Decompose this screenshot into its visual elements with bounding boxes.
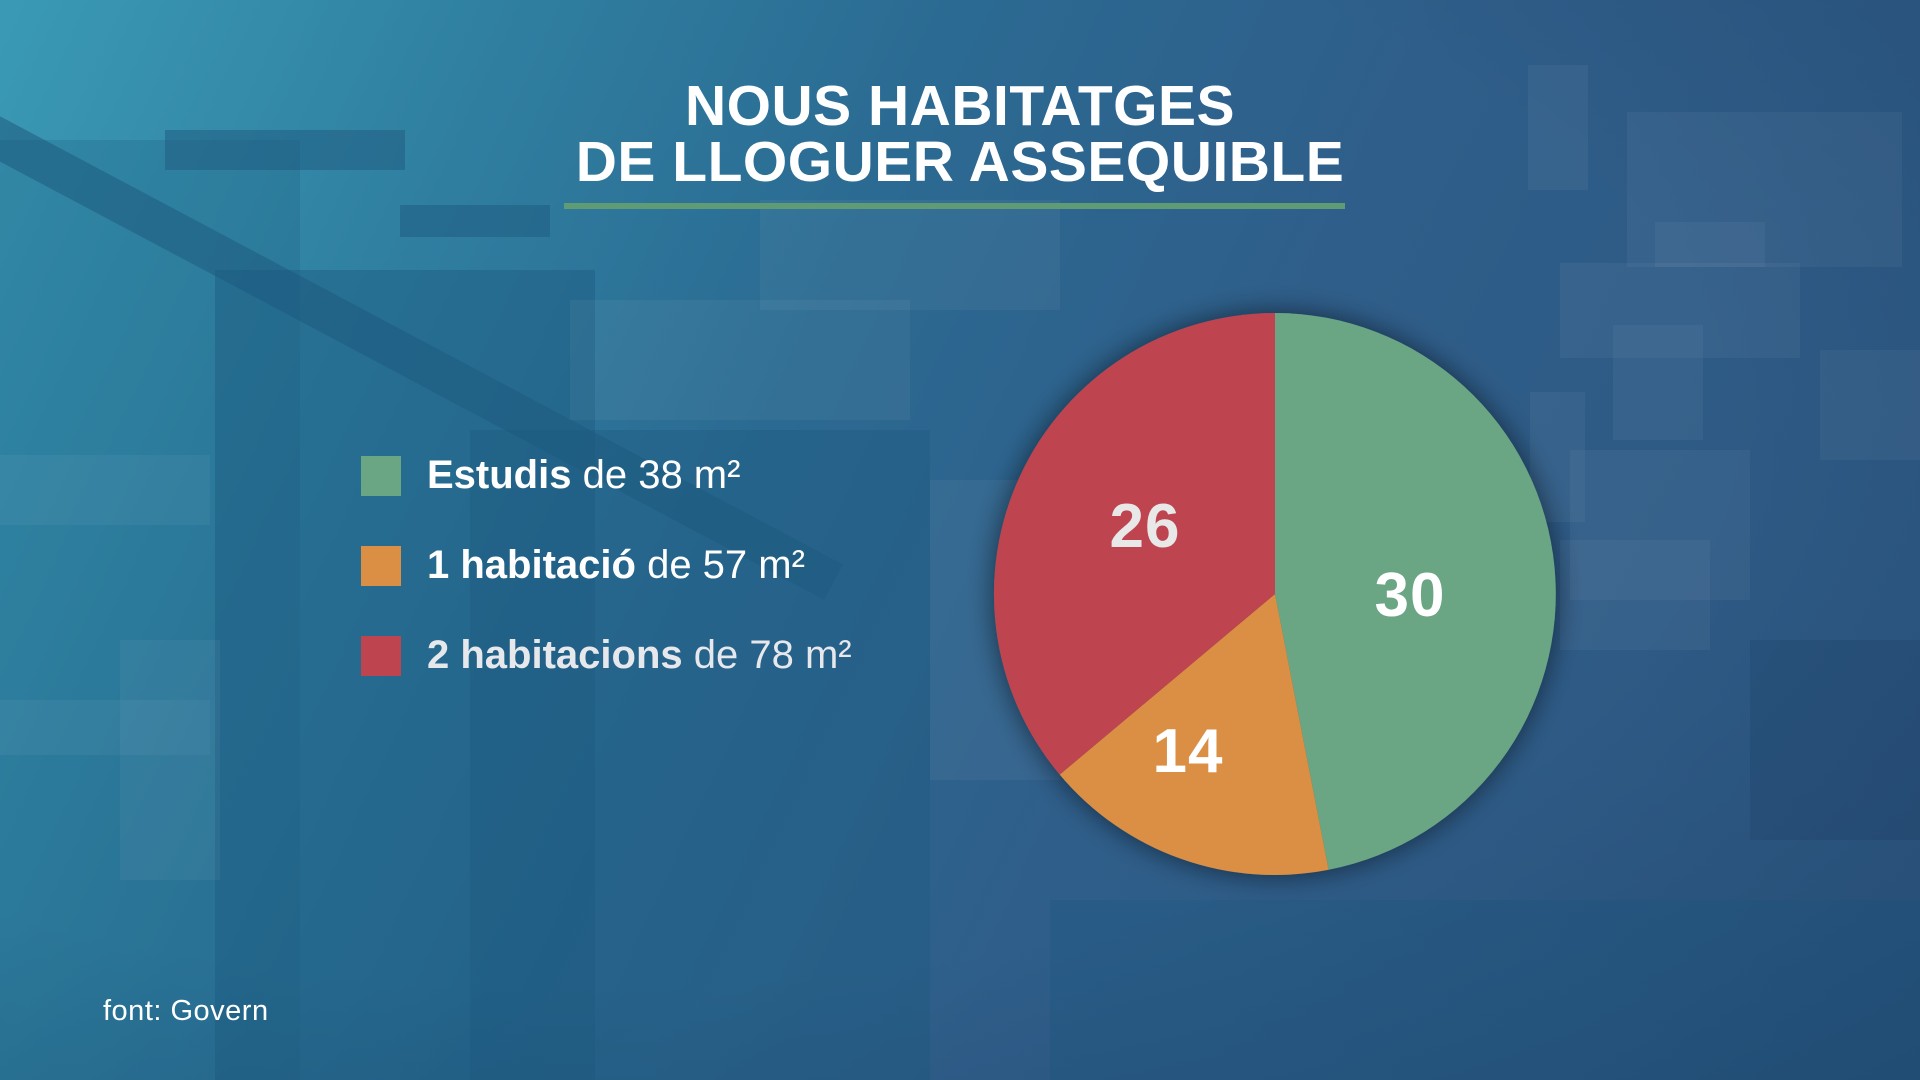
pie-svg [993,313,1556,875]
background-tile [760,200,1060,310]
background-building-balconies [470,430,930,1080]
background-tile [1570,450,1750,600]
background-tile [0,700,210,755]
source-caption: font: Govern [103,995,269,1027]
title-underline [564,203,1345,209]
legend-swatch-red [361,636,401,676]
background-hill [1050,900,1920,1080]
pie-chart: 30 14 26 [960,280,1590,910]
legend-label: Estudis de 38 m² [427,450,740,500]
legend-label-bold: 1 habitació [427,543,636,587]
background-building-tower [215,270,595,1080]
background-tile [1655,222,1765,267]
pie-slice-2-habitacions [993,313,1275,775]
background-tile [1613,325,1703,440]
legend-label: 1 habitació de 57 m² [427,540,805,590]
background-tile [1627,112,1902,267]
legend-swatch-orange [361,546,401,586]
legend-label-bold: 2 habitacions [427,633,683,677]
legend-item-estudis: Estudis de 38 m² [361,453,852,546]
legend-item-2-habitacions: 2 habitacions de 78 m² [361,633,852,726]
legend-label: 2 habitacions de 78 m² [427,630,852,680]
chart-title: NOUS HABITATGES DE LLOGUER ASSEQUIBLE [0,74,1920,194]
background-tile [1560,540,1710,650]
pie-slice-estudis [1275,313,1556,870]
legend-label-bold: Estudis [427,453,572,497]
pie-label-estudis: 30 [1374,561,1446,630]
legend-swatch-green [361,456,401,496]
pie-label-2-habitacions: 26 [1109,492,1181,561]
pie-label-1-habitacio: 14 [1152,717,1224,786]
background-tile [1528,65,1588,190]
background-tile [1560,263,1800,358]
legend-label-detail: de 78 m² [682,633,852,677]
background-tile [1820,350,1920,460]
background-tile [0,455,210,525]
background-building-left [0,140,300,1080]
background-tile [1750,640,1920,840]
title-line-1: NOUS HABITATGES [684,74,1236,138]
background-chimney-1 [165,130,405,170]
legend-item-1-habitacio: 1 habitació de 57 m² [361,543,852,636]
background-chimney-2 [400,205,550,237]
chart-legend: Estudis de 38 m² 1 habitació de 57 m² 2 … [361,453,852,726]
pie-slice-1-habitacio [1059,594,1329,875]
legend-label-detail: de 38 m² [571,453,741,497]
background-tile [120,640,220,880]
legend-label-detail: de 57 m² [635,543,805,587]
title-line-2: DE LLOGUER ASSEQUIBLE [575,130,1345,194]
background-tile [570,300,910,420]
